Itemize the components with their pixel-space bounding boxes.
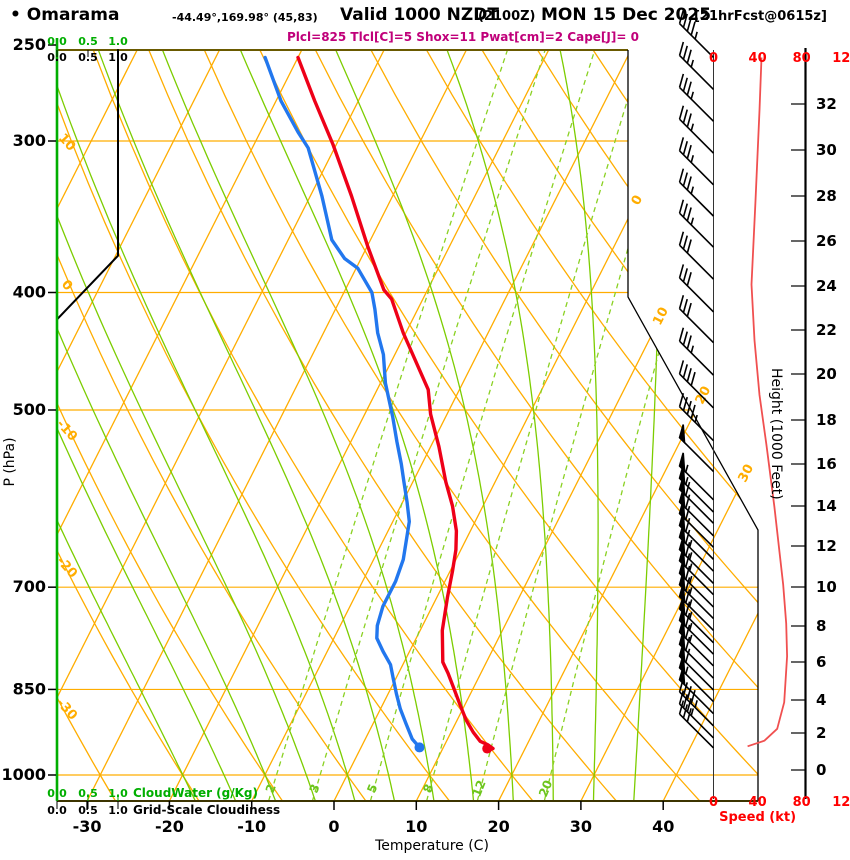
skewt-grid: [57, 50, 758, 801]
speed-tick-label-bottom: 120: [832, 795, 850, 810]
mixing-ratio-label: 5: [364, 782, 380, 795]
height-tick-label: 4: [816, 691, 826, 709]
height-tick-label: 14: [816, 497, 837, 515]
height-tick-label: 16: [816, 455, 837, 473]
valid-time: Valid 1000 NZDT: [340, 5, 499, 25]
cloudiness-scale-label: 0.0: [47, 804, 67, 817]
pressure-tick-label: 700: [13, 577, 46, 596]
temp-tick-label: 40: [652, 817, 674, 836]
height-tick-label: 12: [816, 537, 837, 555]
height-tick-label: 26: [816, 232, 837, 250]
speed-tick-label-top: 120: [832, 51, 850, 66]
speed-tick-label-top: 0: [709, 51, 718, 66]
cloudwater-scale-label: 1.0: [108, 787, 128, 800]
height-axis-title: Height (1000 Feet): [768, 368, 784, 500]
mixing-ratio-label: 12: [469, 778, 488, 799]
temperature-axis: -30 -20 -10 0 10 20 30 40 Temperature (C): [73, 801, 674, 854]
isotherm-label: 10: [650, 305, 672, 328]
forecast-info: [21hrFcst@0615z]: [694, 9, 827, 24]
speed-tick-label-top: 80: [793, 51, 811, 66]
height-tick-label: 18: [816, 411, 837, 429]
cloudiness-scale-label: 1.0: [108, 51, 128, 64]
pressure-axis: 250 300 400 500 700 850 1000 P (hPa): [1, 35, 56, 784]
surface-temp-dot: [482, 743, 493, 754]
pressure-axis-title: P (hPa): [2, 437, 18, 486]
cloudiness-scale-label: 0.5: [78, 51, 98, 64]
dewpoint-curve: [263, 55, 422, 750]
cloudwater-scale-label: 0.5: [78, 787, 98, 800]
cloud-scale-bottom: 0.0 0.0 0.5 0.5 1.0 1.0 CloudWater (g/Kg) Grid-…: [47, 786, 280, 817]
station-title: • Omarama: [10, 5, 120, 25]
height-tick-label: 24: [816, 277, 837, 295]
mixing-ratio-labels: 2 3 5 8 12 20: [263, 778, 556, 799]
mixing-ratio-label: 3: [306, 782, 322, 795]
temp-tick-label: 0: [328, 817, 339, 836]
height-tick-label: 2: [816, 724, 826, 742]
temperature-axis-title: Temperature (C): [374, 838, 489, 854]
temp-tick-label: -30: [73, 817, 102, 836]
sounding-parameters: Plcl=825 Tlcl[C]=5 Shox=11 Pwat[cm]=2 Ca…: [287, 30, 639, 44]
valid-date: MON 15 Dec 2025: [541, 5, 712, 25]
temp-tick-label: 10: [405, 817, 427, 836]
temp-tick-label: 30: [570, 817, 592, 836]
speed-axis-title: Speed (kt): [719, 810, 796, 825]
mixing-ratio-label: 8: [420, 782, 436, 795]
speed-axis: 0040408080120120Speed (kt): [709, 51, 850, 825]
height-tick-label: 22: [816, 321, 837, 339]
temp-tick-label: -10: [237, 817, 266, 836]
height-tick-label: 30: [816, 141, 837, 159]
temperature-curve: [296, 55, 495, 752]
mixing-ratio-label: 20: [536, 778, 555, 799]
height-tick-label: 10: [816, 578, 837, 596]
cloudiness-scale-label: 1.0: [108, 804, 128, 817]
pressure-tick-label: 850: [13, 679, 46, 698]
pressure-tick-label: 1000: [1, 765, 46, 784]
cloudwater-scale-label: 0.0: [47, 35, 67, 48]
moist-adiabats: [57, 50, 661, 801]
pressure-tick-label: 400: [13, 282, 46, 301]
temp-tick-label: 20: [487, 817, 509, 836]
cloudwater-scale-label: 0.0: [47, 787, 67, 800]
height-tick-label: 8: [816, 617, 826, 635]
wind-barbs: [678, 9, 715, 749]
valid-time-utc: (2100Z): [478, 9, 536, 24]
cloudiness-scale-label: 0.0: [47, 51, 67, 64]
cloud-scale-top: 0.0 0.0 0.5 0.5 1.0 1.0: [47, 35, 128, 64]
pressure-tick-label: 250: [13, 35, 46, 54]
speed-profile: [747, 57, 788, 748]
height-tick-label: 20: [816, 365, 837, 383]
mixing-ratio-lines: [268, 50, 745, 801]
station-coordinates: -44.49°,169.98° (45,83): [172, 11, 318, 24]
speed-tick-label-bottom: 0: [709, 795, 718, 810]
cloudwater-scale-label: 0.5: [78, 35, 98, 48]
pressure-tick-label: 500: [13, 400, 46, 419]
temp-tick-label: -20: [155, 817, 184, 836]
dry-adiabats: [57, 50, 758, 801]
isotherm-grid: [57, 50, 758, 801]
speed-tick-label-bottom: 40: [749, 795, 767, 810]
height-tick-label: 6: [816, 653, 826, 671]
height-tick-label: 32: [816, 95, 837, 113]
cloudiness-axis-title: Grid-Scale Cloudiness: [133, 803, 280, 817]
height-tick-label: 28: [816, 187, 837, 205]
surface-dewpoint-dot: [414, 742, 425, 753]
height-tick-label: 0: [816, 761, 826, 779]
cloudwater-scale-label: 1.0: [108, 35, 128, 48]
isotherm-label: 0: [629, 193, 646, 208]
speed-tick-label-top: 40: [749, 51, 767, 66]
isotherm-label: 30: [736, 462, 758, 485]
cloudiness-scale-label: 0.5: [78, 804, 98, 817]
speed-tick-label-bottom: 80: [793, 795, 811, 810]
cloudwater-axis-title: CloudWater (g/Kg): [133, 786, 258, 800]
isotherm-label: 20: [693, 384, 715, 407]
pressure-tick-label: 300: [13, 131, 46, 150]
